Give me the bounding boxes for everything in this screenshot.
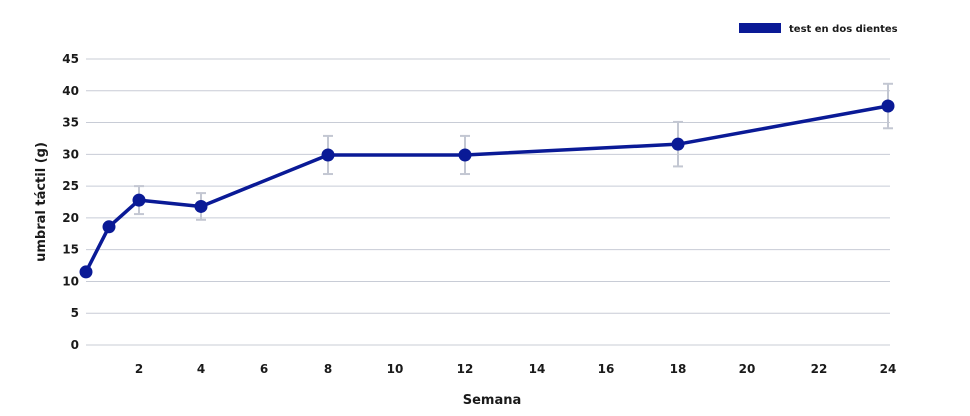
x-tick-label: 8 xyxy=(324,362,332,376)
x-tick-label: 20 xyxy=(739,362,756,376)
data-point xyxy=(458,148,472,162)
data-point xyxy=(194,199,208,213)
y-tick-label: 15 xyxy=(62,243,79,257)
y-axis-title: umbral táctil (g) xyxy=(34,142,49,262)
grid-lines xyxy=(86,58,890,346)
x-tick-label: 6 xyxy=(260,362,268,376)
series-line xyxy=(84,104,890,274)
y-tick-label: 35 xyxy=(62,116,79,130)
y-tick-label: 10 xyxy=(62,274,79,288)
data-point xyxy=(79,265,93,279)
x-tick-label: 18 xyxy=(670,362,687,376)
x-axis-ticks: 2 4 6 8 10 12 14 16 18 20 22 24 xyxy=(135,362,897,376)
data-point xyxy=(881,99,895,113)
y-tick-label: 40 xyxy=(62,84,79,98)
x-tick-label: 14 xyxy=(529,362,546,376)
y-tick-label: 45 xyxy=(62,52,79,66)
x-tick-label: 10 xyxy=(387,362,404,376)
data-point xyxy=(132,193,146,207)
data-point xyxy=(321,148,335,162)
x-tick-label: 16 xyxy=(598,362,615,376)
x-axis-title: Semana xyxy=(463,393,522,408)
data-points xyxy=(79,99,895,279)
legend: test en dos dientes xyxy=(739,23,898,35)
x-tick-label: 12 xyxy=(457,362,474,376)
legend-swatch xyxy=(739,23,781,33)
x-tick-label: 2 xyxy=(135,362,143,376)
y-tick-label: 0 xyxy=(71,338,79,352)
y-tick-label: 25 xyxy=(62,179,79,193)
y-axis-ticks: 0 5 10 15 20 25 30 35 40 45 xyxy=(62,52,79,352)
data-point xyxy=(671,137,685,151)
x-tick-label: 22 xyxy=(811,362,828,376)
y-tick-label: 5 xyxy=(71,306,79,320)
data-point xyxy=(102,220,116,234)
legend-label: test en dos dientes xyxy=(789,24,898,35)
x-tick-label: 24 xyxy=(880,362,897,376)
x-tick-label: 4 xyxy=(197,362,205,376)
y-tick-label: 30 xyxy=(62,147,79,161)
y-tick-label: 20 xyxy=(62,211,79,225)
